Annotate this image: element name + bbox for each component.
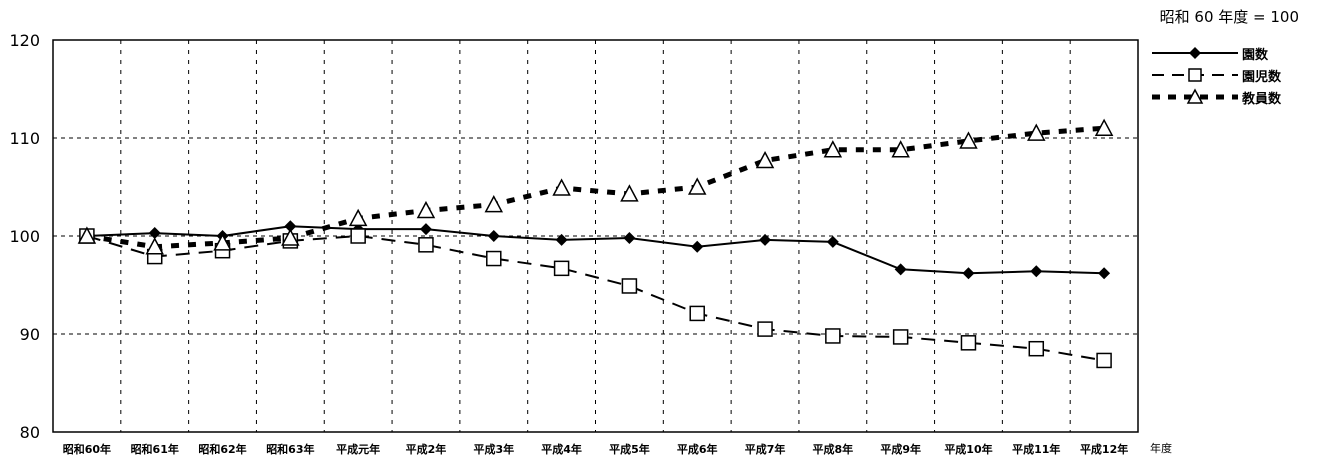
data-point-2 [755, 150, 775, 169]
data-point-1 [1096, 352, 1112, 369]
legend-item-園児数: 園児数 [1150, 64, 1281, 86]
x-tick-label: 平成6年 [677, 442, 718, 456]
data-point-2 [213, 233, 232, 251]
x-tick-label: 平成元年 [336, 442, 380, 456]
data-point-0 [284, 220, 297, 233]
data-point-0 [894, 263, 907, 276]
x-tick-label: 平成11年 [1012, 442, 1060, 456]
data-point-0 [826, 235, 839, 248]
chart-note: 昭和 60 年度 = 100 [1159, 8, 1299, 26]
data-point-2 [484, 195, 504, 213]
x-tick-label: 平成9年 [880, 442, 921, 456]
data-point-1 [418, 237, 434, 253]
legend-item-園数: 園数 [1150, 42, 1281, 64]
x-axis-label: 年度 [1150, 441, 1172, 455]
x-tick-label: 平成7年 [745, 442, 786, 456]
chart-legend: 園数 園児数 教員数 [1150, 42, 1281, 108]
legend-label: 教員数 [1242, 91, 1282, 107]
data-point-1 [553, 260, 570, 277]
data-point-0 [962, 267, 975, 280]
data-point-1 [960, 335, 977, 351]
data-point-1 [1028, 340, 1045, 357]
data-point-2 [348, 208, 368, 227]
data-point-0 [487, 230, 500, 242]
data-point-0 [1098, 267, 1111, 280]
legend-swatch-dashed-square [1152, 68, 1238, 82]
data-point-2 [145, 237, 164, 255]
data-point-1 [486, 250, 502, 267]
data-point-0 [623, 231, 636, 244]
data-point-1 [757, 321, 773, 337]
data-point-1 [621, 278, 638, 294]
x-tick-label: 平成5年 [609, 442, 650, 456]
y-tick-label: 110 [9, 129, 40, 148]
y-tick-label: 120 [9, 31, 40, 50]
x-tick-label: 平成4年 [541, 442, 582, 456]
data-point-2 [620, 184, 639, 202]
series-line-0 [86, 225, 1105, 275]
data-point-0 [148, 227, 161, 240]
data-point-1 [825, 328, 841, 344]
data-point-0 [1030, 265, 1043, 278]
legend-item-教員数: 教員数 [1150, 86, 1281, 108]
legend-label: 園児数 [1242, 69, 1282, 85]
data-point-2 [1027, 123, 1046, 141]
x-tick-label: 平成8年 [813, 442, 854, 456]
x-tick-label: 平成12年 [1080, 442, 1128, 456]
data-point-2 [552, 178, 571, 196]
data-point-0 [419, 223, 432, 236]
y-tick-label: 90 [20, 325, 40, 344]
data-point-2 [959, 131, 978, 149]
data-point-0 [555, 233, 568, 246]
series-line-1 [86, 234, 1105, 362]
x-tick-label: 昭和61年 [131, 442, 179, 456]
data-point-2 [891, 140, 910, 158]
series-line-2 [86, 125, 1105, 250]
x-tick-label: 昭和62年 [198, 442, 246, 456]
data-point-2 [77, 226, 97, 244]
data-point-1 [892, 329, 909, 345]
data-point-2 [281, 228, 300, 246]
x-tick-label: 平成3年 [473, 442, 514, 456]
data-point-0 [759, 233, 772, 246]
x-tick-label: 昭和60年 [63, 442, 111, 456]
legend-swatch-dotted-triangle [1152, 88, 1238, 104]
x-tick-label: 平成2年 [406, 442, 447, 456]
x-tick-label: 平成10年 [944, 442, 992, 456]
y-tick-label: 100 [9, 227, 40, 246]
legend-swatch-solid-diamond [1152, 47, 1238, 59]
data-point-1 [689, 305, 705, 322]
data-point-0 [691, 240, 704, 253]
data-point-2 [1094, 118, 1114, 136]
data-point-2 [416, 200, 436, 219]
x-tick-label: 昭和63年 [266, 442, 314, 456]
data-point-2 [823, 140, 843, 158]
legend-label: 園数 [1242, 47, 1269, 63]
data-point-2 [687, 177, 707, 195]
y-tick-label: 80 [20, 423, 40, 442]
data-point-1 [350, 228, 366, 244]
